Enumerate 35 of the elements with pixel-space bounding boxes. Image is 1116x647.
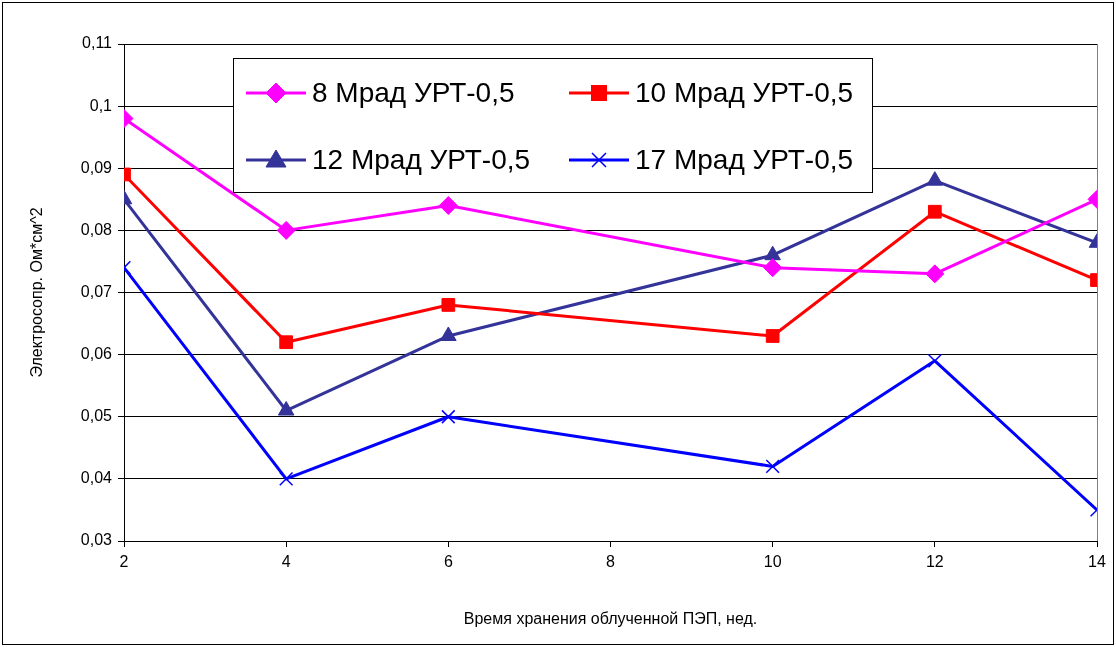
point — [927, 353, 942, 368]
x-tick-label: 12 — [925, 553, 944, 571]
x-tick-label: 6 — [443, 553, 453, 571]
legend-label: 8 Мрад УРТ-0,5 — [312, 77, 515, 109]
x-tick-label: 8 — [606, 553, 616, 571]
point — [765, 329, 780, 343]
point — [925, 264, 945, 284]
y-tick-label: 0,04 — [80, 469, 113, 487]
y-tick-label: 0,07 — [80, 282, 113, 300]
y-tick-label: 0,06 — [80, 345, 113, 363]
y-tick-label: 0,09 — [80, 158, 113, 176]
y-tick-label: 0,1 — [89, 96, 113, 114]
point — [441, 409, 456, 424]
y-tick-label: 0,03 — [80, 531, 113, 549]
point — [441, 298, 456, 312]
point — [765, 459, 780, 474]
x-tick-label: 4 — [281, 553, 291, 571]
point — [276, 220, 296, 240]
x-axis-title: Время хранения облученной ПЭП, нед. — [463, 609, 758, 627]
y-tick-label: 0,08 — [80, 220, 113, 238]
legend-label: 12 Мрад УРТ-0,5 — [312, 144, 531, 176]
point — [279, 471, 294, 486]
y-axis-title: Электросопр. Ом*см^2 — [28, 207, 46, 378]
x-tick-label: 14 — [1088, 553, 1106, 571]
x-tick-label: 10 — [763, 553, 782, 571]
point — [438, 196, 458, 216]
legend-label: 17 Мрад УРТ-0,5 — [635, 144, 854, 176]
x-tick-label: 2 — [119, 553, 129, 571]
point — [927, 204, 942, 219]
legend-label: 10 Мрад УРТ-0,5 — [635, 77, 854, 109]
point — [279, 335, 294, 350]
point — [763, 258, 783, 278]
y-tick-label: 0,11 — [82, 34, 113, 52]
y-tick-label: 0,05 — [80, 407, 113, 425]
point — [277, 401, 295, 416]
